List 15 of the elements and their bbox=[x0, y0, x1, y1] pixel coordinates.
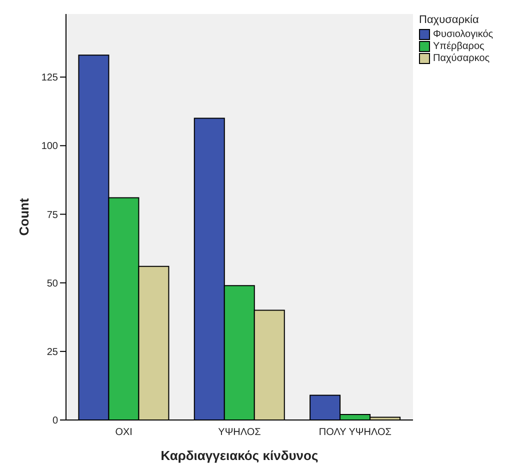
y-tick-label: 25 bbox=[46, 346, 58, 358]
legend-title: Παχυσαρκία bbox=[419, 14, 480, 26]
y-tick-label: 75 bbox=[46, 210, 58, 221]
x-tick-label: ΠΟΛΥ ΥΨΗΛΟΣ bbox=[318, 427, 392, 438]
legend-label: Φυσιολογικός bbox=[433, 29, 494, 40]
y-axis-title: Count bbox=[16, 198, 32, 236]
x-tick-label: ΥΨΗΛΟΣ bbox=[218, 427, 261, 438]
y-tick-label: 50 bbox=[46, 278, 58, 290]
y-tick-label: 0 bbox=[52, 416, 58, 427]
y-tick-label: 125 bbox=[41, 72, 58, 84]
legend-label: Υπέρβαρος bbox=[433, 41, 484, 52]
legend-label: Παχύσαρκος bbox=[433, 53, 490, 64]
x-axis-title: Καρδιαγγειακός κίνδυνος bbox=[160, 448, 318, 463]
y-tick-label: 100 bbox=[41, 141, 58, 152]
x-tick-label: ΟΧΙ bbox=[115, 427, 132, 438]
